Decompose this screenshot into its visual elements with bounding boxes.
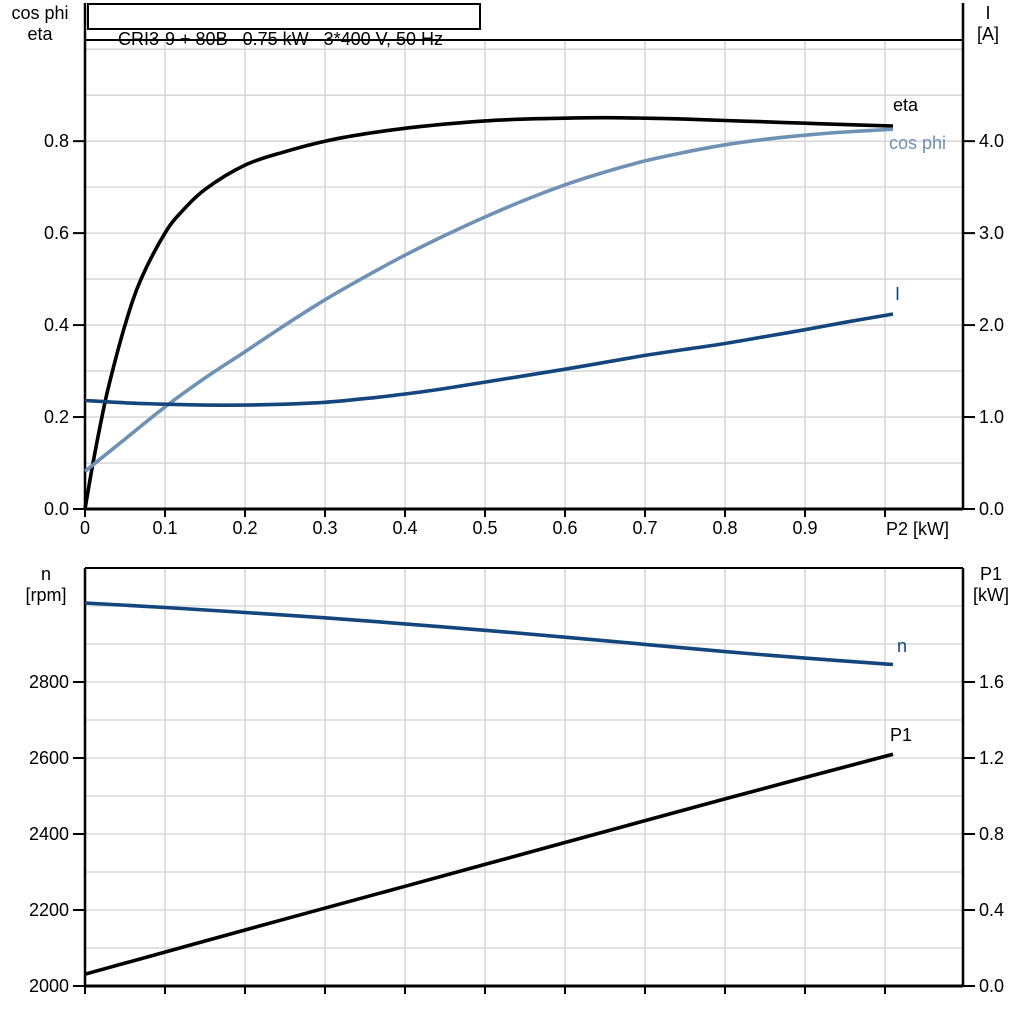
x-tick-label: 0.4 bbox=[392, 518, 418, 538]
top-right-axis-label: I [A] bbox=[955, 3, 1021, 45]
right-tick-label: 0.0 bbox=[979, 499, 1005, 519]
left-tick-label: 0.2 bbox=[43, 407, 69, 428]
x-tick-label: 0.3 bbox=[312, 518, 338, 538]
left-tick-label: 2200 bbox=[28, 900, 69, 920]
x-axis-unit-label: P2 [kW] bbox=[886, 519, 950, 539]
x-tick-label: 0.7 bbox=[632, 518, 658, 538]
right-tick-label: 1.6 bbox=[979, 672, 1005, 692]
chart-title-box: CRI3-9 + 80B 0.75 kW 3*400 V, 50 Hz bbox=[87, 3, 481, 49]
current-curve-label: I bbox=[895, 284, 901, 304]
left-tick-label: 2600 bbox=[28, 748, 69, 768]
x-tick-label: 0.2 bbox=[232, 518, 258, 538]
I-curve bbox=[84, 312, 894, 407]
axis-label-current: I bbox=[985, 3, 991, 23]
axis-label-cos-phi: cos phi bbox=[11, 3, 69, 23]
x-tick-label: 0.5 bbox=[472, 518, 498, 538]
P1-curve bbox=[84, 752, 894, 976]
axis-label-p1-unit: [kW] bbox=[973, 585, 1009, 605]
right-tick-label: 4.0 bbox=[979, 131, 1005, 152]
axis-label-speed-unit: [rpm] bbox=[25, 585, 67, 605]
right-tick-label: 3.0 bbox=[979, 223, 1005, 244]
p1-curve-label: P1 bbox=[890, 725, 913, 745]
left-tick-label: 0.8 bbox=[43, 131, 69, 152]
x-tick-label: 0.1 bbox=[152, 518, 178, 538]
x-tick-label: 0 bbox=[79, 518, 90, 538]
right-tick-label: 1.2 bbox=[979, 748, 1005, 768]
eta-curve-label: eta bbox=[893, 95, 919, 115]
left-tick-label: 2800 bbox=[28, 672, 69, 692]
axis-label-current-unit: [A] bbox=[976, 24, 999, 44]
eta-curve bbox=[83, 115, 894, 510]
right-tick-label: 0.4 bbox=[979, 900, 1005, 920]
right-tick-label: 2.0 bbox=[979, 315, 1005, 336]
cos-phi-curve-label: cos phi bbox=[889, 133, 947, 153]
n-curve bbox=[84, 601, 894, 667]
right-tick-label: 1.0 bbox=[979, 407, 1005, 428]
left-tick-label: 2000 bbox=[28, 976, 69, 996]
axis-label-speed: n bbox=[40, 564, 51, 584]
bottom-right-axis-label: P1 [kW] bbox=[958, 564, 1024, 606]
axis-label-eta: eta bbox=[27, 24, 53, 44]
right-tick-label: 0.8 bbox=[979, 824, 1005, 844]
x-tick-label: 0.8 bbox=[712, 518, 738, 538]
chart-title: CRI3-9 + 80B 0.75 kW 3*400 V, 50 Hz bbox=[118, 29, 444, 49]
x-tick-label: 0.9 bbox=[792, 518, 818, 538]
left-tick-label: 2400 bbox=[28, 824, 69, 844]
top-left-axis-label: cos phi eta bbox=[2, 3, 78, 45]
axis-label-p1: P1 bbox=[979, 564, 1003, 584]
cos phi-curve bbox=[83, 127, 894, 473]
bottom-left-axis-label: n [rpm] bbox=[6, 564, 86, 606]
speed-curve-label: n bbox=[897, 636, 908, 656]
left-tick-label: 0.4 bbox=[43, 315, 69, 336]
left-tick-label: 0.0 bbox=[43, 499, 69, 519]
x-tick-label: 0.6 bbox=[552, 518, 578, 538]
right-tick-label: 0.0 bbox=[979, 976, 1005, 996]
left-tick-label: 0.6 bbox=[43, 223, 69, 244]
